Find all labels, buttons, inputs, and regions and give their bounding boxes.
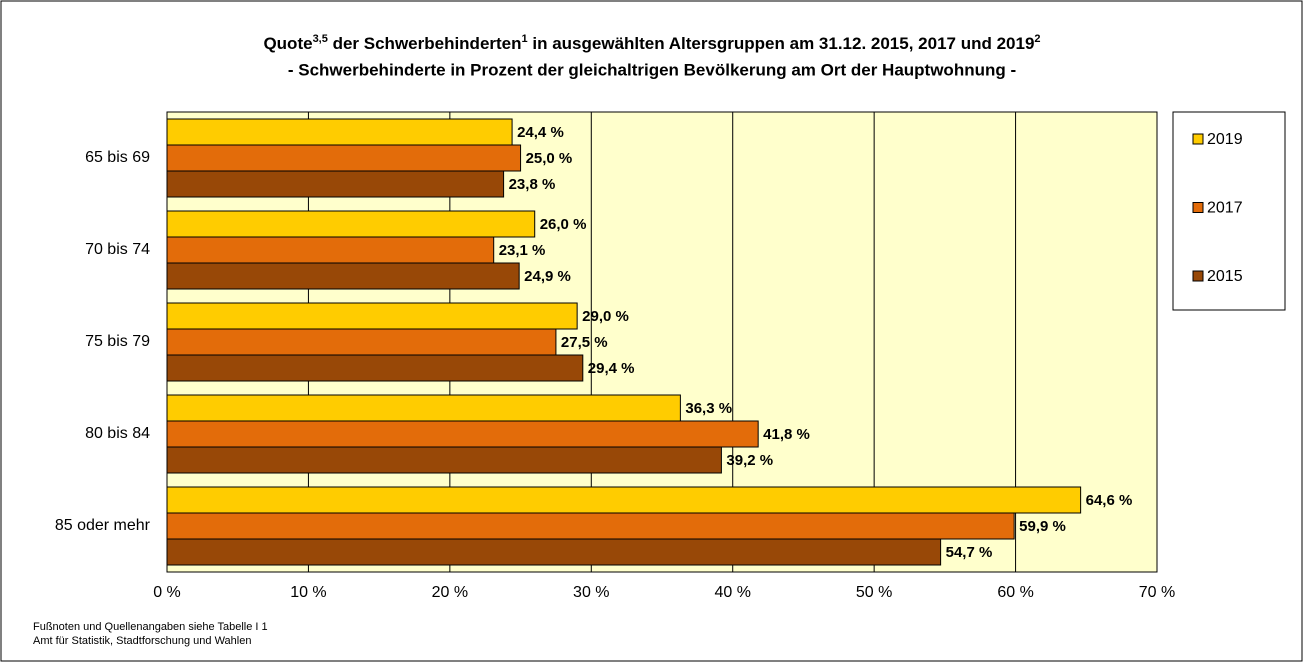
data-label: 36,3 % — [685, 400, 732, 417]
data-label: 54,7 % — [946, 544, 993, 561]
x-tick-label: 30 % — [573, 584, 609, 601]
x-tick-label: 40 % — [714, 584, 750, 601]
y-tick-label: 70 bis 74 — [85, 241, 150, 258]
legend-box — [1172, 111, 1286, 311]
data-label: 29,4 % — [588, 360, 635, 377]
bar — [166, 210, 536, 238]
bar — [166, 394, 681, 422]
bar — [166, 512, 1015, 540]
bar — [166, 486, 1082, 514]
bar — [166, 446, 722, 474]
data-label: 29,0 % — [582, 308, 629, 325]
footnote: Fußnoten und Quellenangaben siehe Tabell… — [33, 621, 268, 633]
data-label: 23,8 % — [509, 176, 556, 193]
legend-label: 2019 — [1207, 131, 1243, 148]
data-label: 64,6 % — [1086, 492, 1133, 509]
x-tick-label: 70 % — [1139, 584, 1175, 601]
bar — [166, 420, 759, 448]
bar — [166, 236, 495, 264]
y-tick-label: 75 bis 79 — [85, 333, 150, 350]
y-tick-label: 65 bis 69 — [85, 149, 150, 166]
data-label: 23,1 % — [499, 242, 546, 259]
bar — [166, 538, 942, 566]
title-superscript: 1 — [522, 33, 528, 45]
bar — [166, 118, 513, 146]
data-label: 27,5 % — [561, 334, 608, 351]
data-label: 25,0 % — [526, 150, 573, 167]
title-part: Quote — [263, 34, 312, 53]
legend-swatch — [1192, 202, 1204, 213]
x-tick-label: 10 % — [290, 584, 326, 601]
x-tick-label: 50 % — [856, 584, 892, 601]
chart-title: Quote3,5 der Schwerbehinderten1 in ausge… — [263, 33, 1040, 54]
data-label: 59,9 % — [1019, 518, 1066, 535]
legend-label: 2015 — [1207, 268, 1243, 285]
data-label: 41,8 % — [763, 426, 810, 443]
bar — [166, 328, 557, 356]
x-tick-label: 20 % — [432, 584, 468, 601]
x-tick-label: 60 % — [997, 584, 1033, 601]
title-part: in ausgewählten Altersgruppen am 31.12. … — [528, 34, 1035, 53]
data-label: 39,2 % — [726, 452, 773, 469]
data-label: 24,9 % — [524, 268, 571, 285]
y-tick-label: 85 oder mehr — [55, 517, 151, 534]
data-label: 26,0 % — [540, 216, 587, 233]
y-tick-label: 80 bis 84 — [85, 425, 150, 442]
data-label: 24,4 % — [517, 124, 564, 141]
title-part: der Schwerbehinderten — [328, 34, 522, 53]
legend-swatch — [1192, 270, 1204, 282]
bar — [166, 262, 520, 290]
bar — [166, 170, 505, 198]
x-tick-label: 0 % — [153, 584, 181, 601]
bar — [166, 144, 522, 172]
bar — [166, 354, 584, 382]
legend-swatch — [1192, 133, 1204, 145]
chart-subtitle: - Schwerbehinderte in Prozent der gleich… — [288, 60, 1016, 79]
legend-label: 2017 — [1207, 200, 1243, 217]
bar — [166, 302, 578, 330]
footnote: Amt für Statistik, Stadtforschung und Wa… — [33, 635, 251, 647]
title-superscript: 2 — [1034, 33, 1040, 45]
title-superscript: 3,5 — [313, 33, 328, 45]
